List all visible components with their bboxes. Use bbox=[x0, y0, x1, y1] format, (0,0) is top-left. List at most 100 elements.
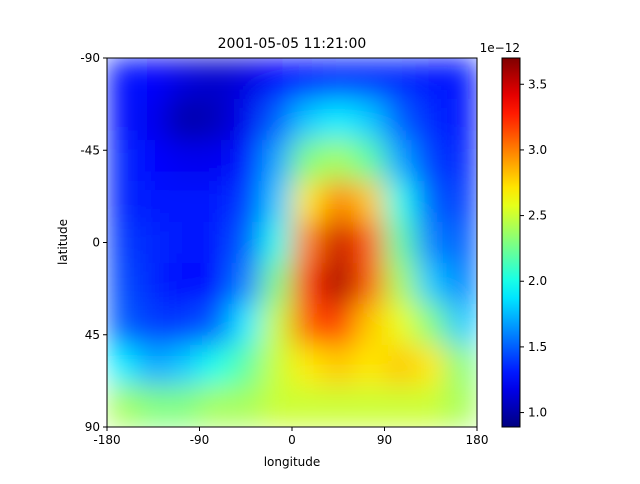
y-tick-label: -90 bbox=[80, 51, 100, 65]
heatmap-cell bbox=[199, 263, 231, 305]
heatmap-cell bbox=[292, 181, 324, 223]
heatmap-cell bbox=[107, 181, 139, 223]
heatmap-cell bbox=[292, 222, 324, 264]
heatmap-cell bbox=[107, 222, 139, 264]
heatmap-cell bbox=[446, 386, 477, 427]
heatmap-cell bbox=[107, 99, 139, 141]
heatmap-cell bbox=[446, 58, 477, 100]
heatmap-cell bbox=[446, 99, 477, 141]
heatmap-cell bbox=[261, 140, 293, 182]
heatmap-cell bbox=[107, 304, 139, 346]
x-tick-label: 180 bbox=[466, 433, 489, 447]
heatmap-cell bbox=[353, 345, 385, 387]
heatmap-cell bbox=[322, 386, 355, 427]
heatmap-cell bbox=[446, 263, 477, 305]
heatmap-cell bbox=[415, 140, 447, 182]
heatmap-cell bbox=[230, 386, 262, 427]
heatmap-cell bbox=[446, 222, 477, 264]
heatmap-cell bbox=[168, 304, 200, 346]
heatmap-cell bbox=[292, 263, 324, 305]
heatmap-cell bbox=[353, 304, 385, 346]
heatmap-cell bbox=[353, 99, 385, 141]
heatmap-cell bbox=[384, 181, 416, 223]
heatmap-cell bbox=[230, 99, 262, 141]
heatmap-cell bbox=[230, 263, 262, 305]
colorbar bbox=[501, 57, 521, 428]
heatmap-cell bbox=[322, 222, 355, 264]
heatmap-cell bbox=[261, 99, 293, 141]
heatmap-cell bbox=[384, 222, 416, 264]
colorbar-tick-label: 1.5 bbox=[528, 340, 547, 354]
heatmap-cell bbox=[199, 386, 231, 427]
colorbar-tick-label: 3.5 bbox=[528, 77, 547, 91]
heatmap-cell bbox=[322, 140, 355, 182]
heatmap-cell bbox=[415, 386, 447, 427]
heatmap-cell bbox=[384, 386, 416, 427]
heatmap-cell bbox=[137, 99, 170, 141]
heatmap-cell bbox=[199, 181, 231, 223]
heatmap-cell bbox=[322, 263, 355, 305]
colorbar-tick-label: 2.0 bbox=[528, 274, 547, 288]
heatmap-cell bbox=[137, 386, 170, 427]
heatmap-cell bbox=[107, 58, 139, 100]
heatmap-cell bbox=[353, 140, 385, 182]
x-axis-label: longitude bbox=[264, 455, 321, 469]
heatmap-cell bbox=[168, 99, 200, 141]
y-tick-label: -45 bbox=[80, 143, 100, 157]
heatmap-cell bbox=[415, 222, 447, 264]
heatmap-cell bbox=[353, 386, 385, 427]
heatmap-cell bbox=[261, 222, 293, 264]
heatmap-cell bbox=[322, 304, 355, 346]
heatmap-cell bbox=[415, 345, 447, 387]
heatmap-cell bbox=[261, 345, 293, 387]
heatmap-cell bbox=[384, 58, 416, 100]
heatmap-cell bbox=[168, 222, 200, 264]
heatmap-cell bbox=[322, 99, 355, 141]
heatmap-cell bbox=[292, 345, 324, 387]
heatmap-cell bbox=[322, 58, 355, 100]
heatmap-cell bbox=[384, 263, 416, 305]
heatmap-cell bbox=[292, 58, 324, 100]
heatmap-cell bbox=[137, 304, 170, 346]
heatmap-cell bbox=[353, 58, 385, 100]
heatmap-cell bbox=[353, 222, 385, 264]
heatmap-cell bbox=[199, 58, 231, 100]
heatmap-cell bbox=[107, 140, 139, 182]
y-tick-label: 45 bbox=[85, 328, 100, 342]
heatmap-cell bbox=[230, 58, 262, 100]
heatmap-cell bbox=[107, 386, 139, 427]
heatmap-cell bbox=[446, 181, 477, 223]
heatmap-cell bbox=[384, 140, 416, 182]
heatmap-cell bbox=[322, 345, 355, 387]
heatmap-cell bbox=[261, 181, 293, 223]
heatmap-cell bbox=[322, 181, 355, 223]
heatmap-cell bbox=[107, 263, 139, 305]
x-tick-label: -180 bbox=[93, 433, 120, 447]
heatmap-cell bbox=[199, 222, 231, 264]
heatmap-cell bbox=[230, 222, 262, 264]
heatmap-cell bbox=[292, 140, 324, 182]
heatmap-cell bbox=[415, 181, 447, 223]
heatmap-cell bbox=[230, 181, 262, 223]
heatmap-cell bbox=[446, 140, 477, 182]
heatmap-cell bbox=[137, 140, 170, 182]
heatmap-cell bbox=[261, 58, 293, 100]
heatmap-cell bbox=[446, 345, 477, 387]
heatmap-cell bbox=[230, 304, 262, 346]
x-tick-label: 0 bbox=[288, 433, 296, 447]
heatmap-cell bbox=[137, 345, 170, 387]
heatmap-cell bbox=[384, 304, 416, 346]
heatmap-cell bbox=[137, 263, 170, 305]
heatmap-cell bbox=[415, 99, 447, 141]
heatmap-cell bbox=[168, 58, 200, 100]
heatmap-cell bbox=[168, 263, 200, 305]
y-tick-label: 0 bbox=[92, 236, 100, 250]
heatmap-cell bbox=[384, 345, 416, 387]
heatmap-cell bbox=[230, 345, 262, 387]
heatmap-cell bbox=[261, 386, 293, 427]
heatmap-cell bbox=[353, 263, 385, 305]
chart-title: 2001-05-05 11:21:00 bbox=[218, 36, 367, 52]
x-tick-label: 90 bbox=[377, 433, 392, 447]
